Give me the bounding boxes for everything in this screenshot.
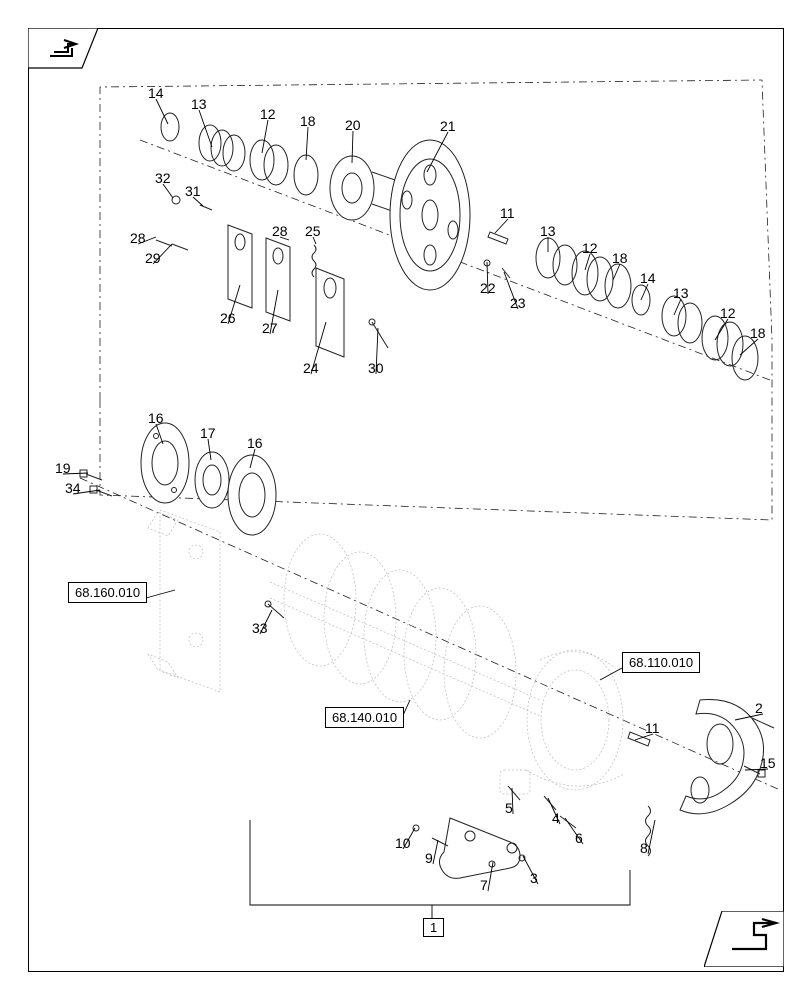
callout-c17: 17 (200, 425, 216, 441)
callout-c16a: 16 (148, 410, 164, 426)
callout-c31: 31 (185, 183, 201, 199)
ref-box-68-110-010: 68.110.010 (622, 652, 700, 673)
callout-c18b: 18 (612, 250, 628, 266)
callout-c22: 22 (480, 280, 496, 296)
callout-c9: 9 (425, 850, 433, 866)
callout-c28b: 28 (272, 223, 288, 239)
callout-c34: 34 (65, 480, 81, 496)
callout-c25: 25 (305, 223, 321, 239)
callout-c13a: 13 (191, 96, 207, 112)
assembly-ref-1: 1 (423, 918, 444, 937)
callout-c13b: 13 (540, 223, 556, 239)
callout-c19: 19 (55, 460, 71, 476)
callout-c12c: 12 (720, 305, 736, 321)
callout-c18c: 18 (750, 325, 766, 341)
callout-c24: 24 (303, 360, 319, 376)
callout-c11a: 11 (500, 205, 515, 221)
callout-c10: 10 (395, 835, 411, 851)
callout-c15: 15 (760, 755, 776, 771)
callout-c27: 27 (262, 320, 278, 336)
callout-c2: 2 (755, 700, 763, 716)
callout-c21: 21 (440, 118, 456, 134)
callout-c5: 5 (505, 800, 513, 816)
callout-c13c: 13 (673, 285, 689, 301)
callout-c4: 4 (552, 810, 560, 826)
callout-c18a: 18 (300, 113, 316, 129)
callout-c3: 3 (530, 870, 538, 886)
callout-c6: 6 (575, 830, 583, 846)
callout-c20: 20 (345, 117, 361, 133)
callout-c26: 26 (220, 310, 236, 326)
callout-c28a: 28 (130, 230, 146, 246)
callout-c12b: 12 (582, 240, 598, 256)
ref-box-68-140-010: 68.140.010 (325, 707, 404, 728)
callout-c16b: 16 (247, 435, 263, 451)
callout-c14b: 14 (640, 270, 656, 286)
callout-c11b: 11 (645, 720, 660, 736)
callout-c29: 29 (145, 250, 161, 266)
callout-c32: 32 (155, 170, 171, 186)
callout-c14a: 14 (148, 85, 164, 101)
callout-c33: 33 (252, 620, 268, 636)
callout-c7: 7 (480, 877, 488, 893)
callout-c12a: 12 (260, 106, 276, 122)
ref-box-68-160-010: 68.160.010 (68, 582, 147, 603)
callout-c8: 8 (640, 840, 648, 856)
callout-c30: 30 (368, 360, 384, 376)
callout-c23: 23 (510, 295, 526, 311)
